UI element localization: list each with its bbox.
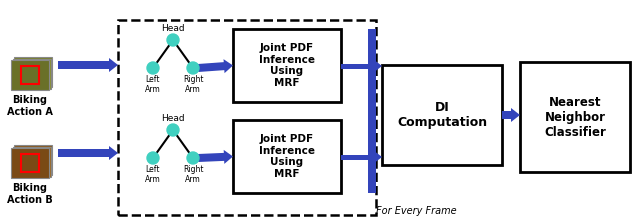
Polygon shape (373, 59, 382, 73)
Bar (233, 120, 341, 193)
Bar (14, 57, 52, 87)
Text: Head: Head (161, 114, 185, 123)
Text: Right
Arm: Right Arm (183, 165, 204, 184)
Bar (11, 60, 49, 90)
Circle shape (167, 124, 179, 136)
Bar (382, 65, 502, 165)
Bar (21, 154, 39, 172)
Bar (520, 62, 630, 172)
Text: Head: Head (161, 24, 185, 33)
Text: Left
Arm: Left Arm (145, 165, 161, 184)
Text: Joint PDF
Inference
Using
MRF: Joint PDF Inference Using MRF (259, 43, 315, 88)
Text: Joint PDF
Inference
Using
MRF: Joint PDF Inference Using MRF (259, 134, 315, 179)
Text: Right
Arm: Right Arm (183, 75, 204, 94)
Bar (11, 148, 49, 178)
Polygon shape (373, 150, 382, 164)
Bar (233, 29, 341, 102)
Bar (13, 59, 51, 88)
Bar (341, 64, 368, 68)
Bar (341, 154, 368, 160)
Text: Left
Arm: Left Arm (145, 75, 161, 94)
Bar (14, 145, 52, 175)
Circle shape (187, 62, 199, 74)
Bar (368, 29, 376, 193)
Polygon shape (198, 150, 233, 164)
Text: Biking
Action A: Biking Action A (7, 95, 53, 117)
Bar (13, 147, 51, 176)
Polygon shape (198, 59, 233, 73)
Text: Nearest
Neighbor
Classifier: Nearest Neighbor Classifier (544, 95, 606, 139)
Bar (21, 66, 39, 84)
Bar (118, 20, 376, 215)
Text: DI
Computation: DI Computation (397, 101, 487, 129)
Text: For Every Frame: For Every Frame (376, 206, 456, 216)
Circle shape (147, 152, 159, 164)
Polygon shape (58, 58, 118, 72)
Text: Biking
Action B: Biking Action B (7, 183, 53, 205)
Polygon shape (502, 108, 520, 122)
Circle shape (147, 62, 159, 74)
Circle shape (167, 34, 179, 46)
Circle shape (187, 152, 199, 164)
Polygon shape (58, 146, 118, 160)
